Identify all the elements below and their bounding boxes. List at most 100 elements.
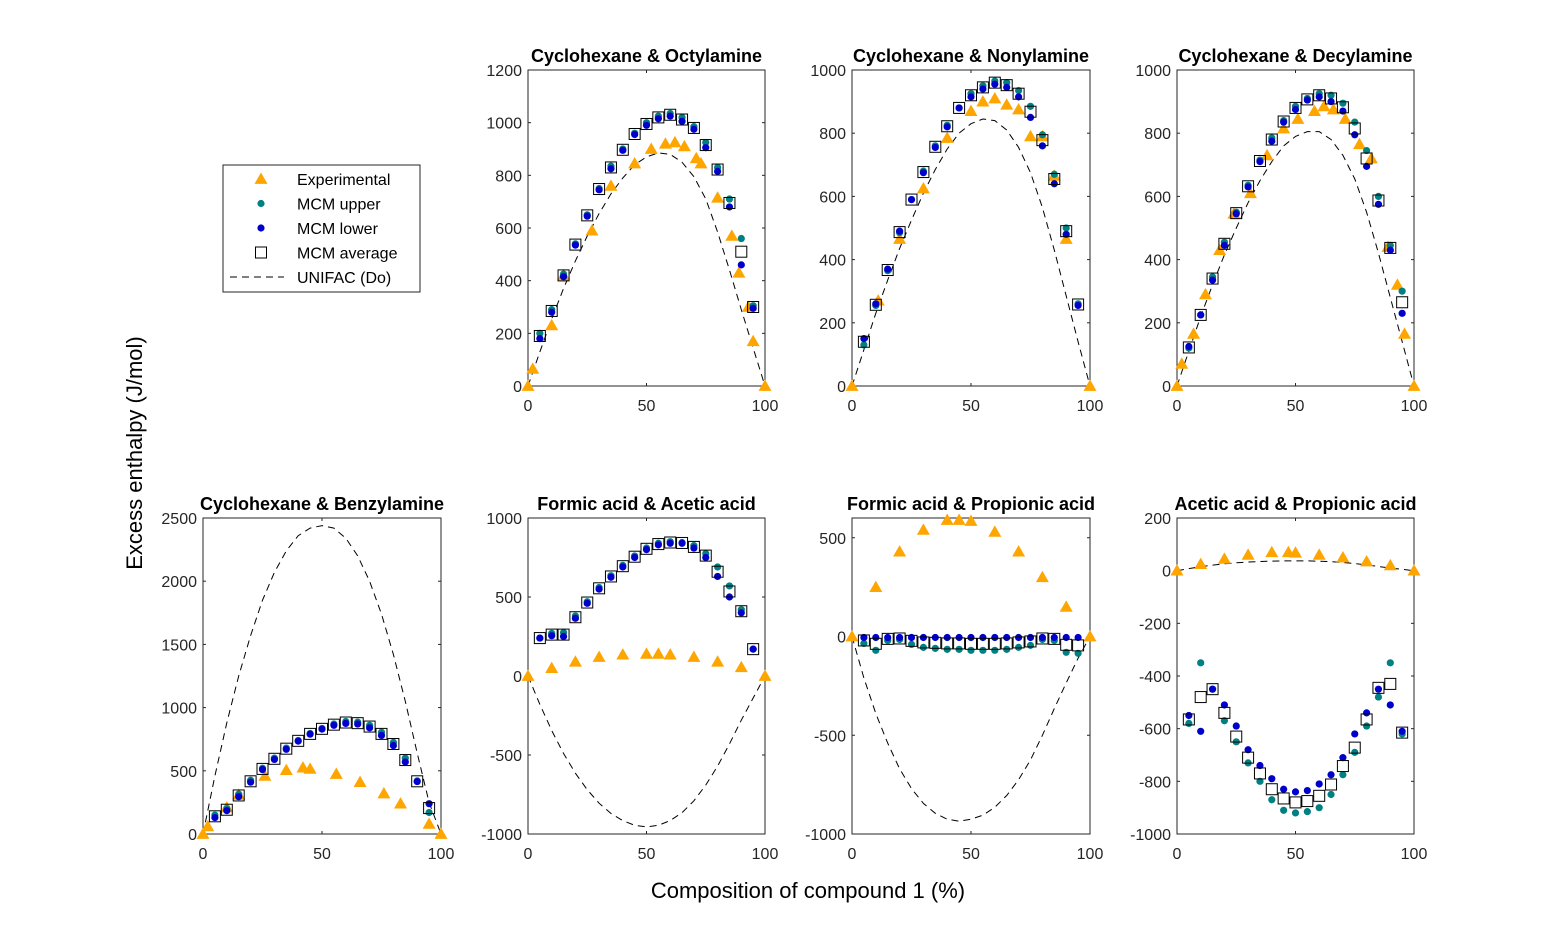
data-point (1291, 105, 1300, 114)
data-point (196, 827, 210, 839)
data-point (1024, 105, 1037, 118)
data-point (1398, 309, 1406, 317)
data-point (377, 731, 386, 740)
subplot-title: Cyclohexane & Decylamine (1178, 46, 1412, 66)
data-point (1015, 633, 1023, 642)
data-point (1232, 210, 1240, 218)
data-point (306, 730, 314, 738)
data-point (1303, 96, 1311, 104)
data-point (869, 637, 882, 650)
data-point (1360, 713, 1373, 726)
y-tick-label: -1000 (1130, 827, 1171, 844)
data-point (1218, 706, 1231, 719)
data-point (1050, 633, 1058, 642)
data-point (747, 301, 760, 313)
data-point (1050, 170, 1058, 178)
data-point (1059, 232, 1073, 244)
data-point (1374, 192, 1383, 200)
x-tick-label: 0 (1173, 846, 1182, 863)
data-point (389, 741, 397, 750)
series-mcm-average (533, 108, 760, 342)
data-point (1208, 276, 1217, 284)
x-tick-label: 50 (638, 846, 656, 863)
data-point (967, 646, 975, 654)
data-point (735, 605, 748, 618)
data-point (604, 161, 617, 174)
x-tick-label: 0 (848, 846, 857, 863)
legend-item: MCM upper (257, 197, 381, 214)
y-tick-label: 600 (1144, 189, 1171, 206)
y-tick-label: 1000 (486, 511, 522, 528)
data-point (872, 300, 880, 308)
data-point (1170, 564, 1184, 576)
data-point (664, 108, 677, 121)
data-point (1182, 713, 1195, 726)
x-tick-label: 100 (1401, 398, 1428, 415)
data-point (316, 722, 328, 735)
data-point (235, 793, 243, 801)
data-point (1280, 785, 1288, 793)
data-point (1182, 341, 1195, 354)
data-point (979, 85, 987, 93)
x-tick-label: 100 (1077, 398, 1104, 415)
legend-item: MCM lower (257, 221, 379, 238)
x-tick-label: 0 (524, 846, 533, 863)
data-point (747, 643, 760, 656)
data-point (1206, 272, 1219, 285)
data-point (1336, 101, 1349, 114)
data-point (1060, 225, 1073, 238)
data-point (652, 111, 665, 124)
x-tick-label: 50 (313, 846, 331, 863)
data-point (619, 563, 627, 571)
data-point (366, 724, 374, 732)
data-point (916, 182, 930, 194)
x-tick-label: 0 (1173, 398, 1182, 415)
data-point (884, 633, 892, 642)
data-point (1398, 727, 1406, 735)
data-point (1386, 659, 1394, 667)
data-point (270, 755, 278, 764)
data-point (919, 633, 928, 642)
data-point (677, 139, 691, 152)
data-point (666, 112, 674, 120)
data-point (640, 117, 653, 130)
data-point (1026, 641, 1035, 649)
series-mcm-average (1182, 677, 1409, 809)
data-point (1050, 180, 1058, 188)
data-point (640, 647, 653, 659)
data-point (1244, 746, 1252, 754)
subplot-title: Formic acid & Acetic acid (537, 494, 755, 514)
data-point (1326, 103, 1340, 115)
data-point (616, 560, 629, 573)
legend: Experimental MCM upper MCM lower MCM averag… (222, 164, 421, 293)
data-point (663, 648, 677, 660)
data-point (1351, 748, 1359, 756)
data-point (860, 335, 868, 343)
data-point (941, 637, 954, 650)
data-point (593, 582, 606, 595)
legend-item: MCM average (255, 246, 398, 263)
data-point (1348, 741, 1361, 754)
data-point (881, 632, 894, 645)
subplot-title: Cyclohexane & Benzylamine (200, 494, 444, 514)
data-point (1396, 296, 1409, 309)
data-point (1398, 287, 1406, 295)
data-point (964, 514, 978, 526)
data-point (1268, 796, 1276, 804)
data-point (1035, 570, 1049, 583)
data-point (860, 633, 868, 642)
data-point (422, 817, 436, 829)
data-point (1280, 118, 1288, 126)
data-point (1277, 792, 1290, 805)
data-point (1348, 122, 1361, 135)
data-point (526, 362, 540, 374)
y-tick-label: 800 (1144, 126, 1171, 143)
data-point (845, 630, 859, 642)
subplot-6: Formic acid & Propionic acid 0 50 100 -1000 -… (805, 494, 1103, 863)
unifac-curve (202, 525, 442, 835)
data-point (1313, 89, 1326, 102)
data-point (758, 379, 772, 391)
data-point (640, 542, 653, 555)
data-point (714, 167, 722, 175)
